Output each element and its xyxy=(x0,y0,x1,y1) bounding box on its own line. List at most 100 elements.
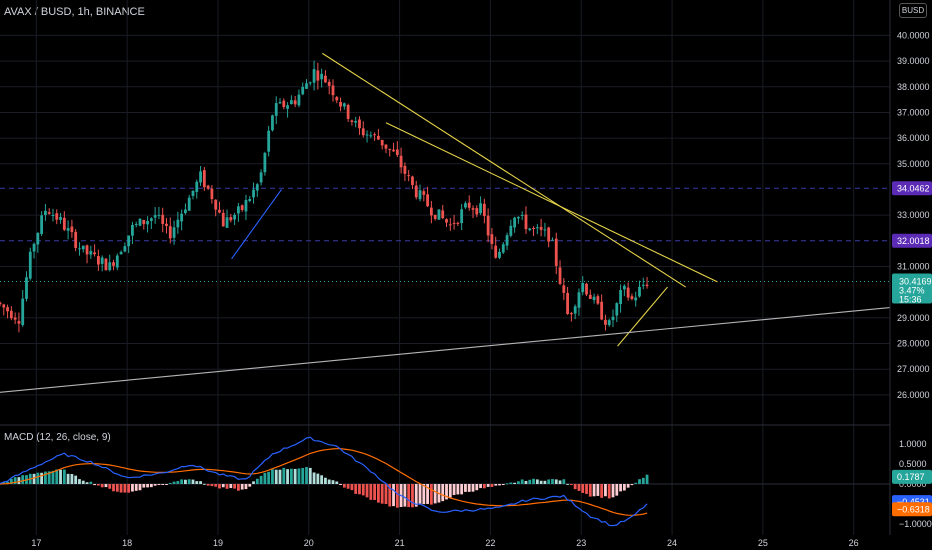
macd-histogram-bar xyxy=(40,472,44,484)
candle-body xyxy=(17,320,21,324)
candle-body xyxy=(373,134,377,136)
macd-tick-label: −1.0000 xyxy=(899,519,932,529)
candle-body xyxy=(407,175,411,177)
macd-histogram-bar xyxy=(108,484,112,489)
macd-histogram-bar xyxy=(278,469,282,484)
candle-body xyxy=(456,222,460,224)
macd-histogram-bar xyxy=(581,484,585,493)
candle-body xyxy=(59,216,62,220)
candle-body xyxy=(517,216,520,219)
candle-body xyxy=(25,277,28,299)
candle-body xyxy=(475,208,479,215)
candle-body xyxy=(588,294,592,299)
time-tick-label: 21 xyxy=(395,538,405,548)
level-tag-bg xyxy=(892,181,932,196)
candle-body xyxy=(418,190,422,200)
macd-histogram-bar xyxy=(195,481,199,484)
macd-histogram-bar xyxy=(520,479,524,484)
current-price-text: 3.47% xyxy=(899,285,925,295)
candle-body xyxy=(592,296,596,301)
candle-body xyxy=(346,104,350,119)
candle-body xyxy=(271,115,274,131)
candle-body xyxy=(429,207,433,216)
candle-body xyxy=(2,304,6,308)
macd-histogram-bar xyxy=(445,484,448,500)
currency-badge[interactable]: BUSD xyxy=(899,3,927,18)
candle-body xyxy=(255,184,259,191)
current-price-text: 15:36 xyxy=(899,294,922,304)
macd-histogram-bar xyxy=(165,484,168,485)
macd-histogram-bar xyxy=(206,484,210,486)
macd-histogram-bar xyxy=(13,477,17,484)
candle-body xyxy=(634,297,638,301)
candle-body xyxy=(282,100,286,108)
macd-histogram-bar xyxy=(115,484,119,492)
macd-histogram-bar xyxy=(172,481,176,484)
candle-body xyxy=(305,83,308,89)
macd-histogram-bar xyxy=(346,484,350,489)
candle-body xyxy=(433,214,437,219)
macd-histogram-bar xyxy=(426,484,429,504)
macd-histogram-bar xyxy=(9,478,13,484)
macd-histogram-bar xyxy=(271,469,274,484)
candle-body xyxy=(259,172,263,183)
candle-body xyxy=(573,306,577,314)
candle-body xyxy=(501,244,505,253)
macd-histogram-bar xyxy=(490,484,494,487)
macd-histogram-bar xyxy=(429,484,433,505)
candle-body xyxy=(327,81,331,86)
macd-histogram-bar xyxy=(392,484,395,507)
candle-body xyxy=(566,292,570,314)
macd-histogram-bar xyxy=(479,484,482,489)
macd-histogram-bar xyxy=(471,484,475,492)
candle-body xyxy=(0,302,2,305)
macd-histogram-bar xyxy=(244,484,248,490)
macd-histogram-bar xyxy=(528,479,532,484)
macd-histogram-bar xyxy=(324,477,327,484)
candle-body xyxy=(278,102,282,104)
candle-body xyxy=(127,235,131,247)
macd-histogram-bar xyxy=(369,484,373,500)
candle-body xyxy=(471,208,475,210)
candle-body xyxy=(44,210,47,215)
candle-body xyxy=(539,226,543,230)
level-tag: 34.0462 xyxy=(897,183,930,193)
candle-body xyxy=(74,231,78,248)
macd-histogram-bar xyxy=(342,484,346,488)
macd-histogram-bar xyxy=(138,484,142,491)
grid xyxy=(0,0,890,535)
macd-histogram-bar xyxy=(467,484,471,492)
candle-body xyxy=(464,203,467,208)
candle-body xyxy=(626,287,630,298)
macd-histogram-bar xyxy=(350,484,354,491)
macd-pane xyxy=(0,436,890,527)
price-tick-label: 36.0000 xyxy=(897,133,930,143)
candle-body xyxy=(392,149,395,152)
macd-histogram-bar xyxy=(214,484,218,487)
macd-histogram-bar xyxy=(89,481,93,484)
macd-histogram-bar xyxy=(66,473,70,484)
candle-body xyxy=(619,290,622,304)
candle-body xyxy=(62,217,66,230)
candle-body xyxy=(361,128,365,136)
candle-body xyxy=(399,155,403,168)
candle-body xyxy=(422,191,426,195)
macd-histogram-bar xyxy=(414,484,418,507)
macd-histogram-bar xyxy=(585,484,588,494)
candle-body xyxy=(324,75,327,83)
macd-histogram-bar xyxy=(327,479,331,484)
macd-histogram-bar xyxy=(551,479,554,484)
macd-histogram-bar xyxy=(286,469,289,484)
macd-histogram-bar xyxy=(558,480,562,484)
macd-histogram-bar xyxy=(199,481,202,484)
candle-body xyxy=(611,316,615,321)
candle-body xyxy=(165,223,168,226)
macd-histogram-bar xyxy=(47,471,51,484)
candle-body xyxy=(36,232,40,245)
candle-body xyxy=(448,224,452,226)
macd-histogram-bar xyxy=(78,479,81,484)
candle-body xyxy=(202,170,206,188)
macd-histogram-bar xyxy=(373,484,377,500)
